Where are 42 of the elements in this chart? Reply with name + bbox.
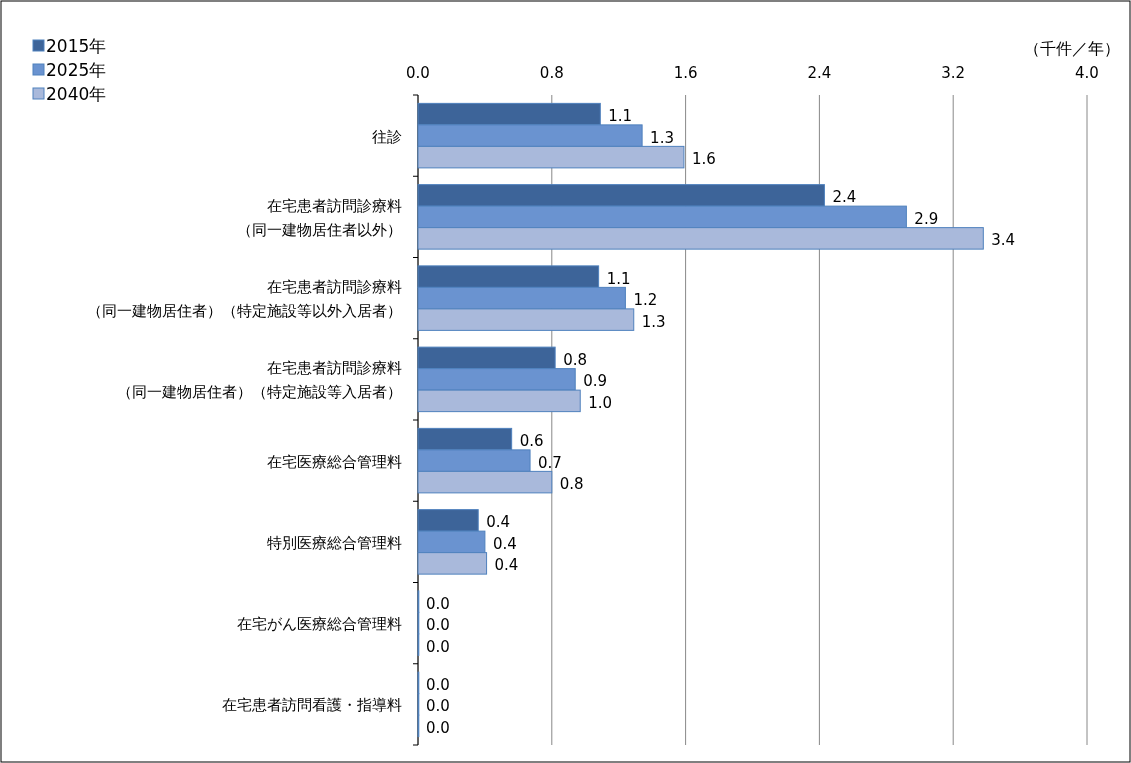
- legend-label: 2015年: [46, 36, 107, 56]
- x-tick-label: 0.0: [406, 64, 430, 82]
- y-tick-label: 在宅がん医療総合管理料: [237, 615, 402, 634]
- data-label: 0.0: [426, 616, 450, 635]
- y-tick-label: 在宅患者訪問診療料（同一建物居住者）（特定施設等入居者）: [117, 359, 402, 402]
- data-label: 1.6: [691, 150, 716, 169]
- data-label: 0.0: [426, 637, 450, 656]
- data-label: 0.0: [426, 594, 450, 613]
- data-label: 2.4: [832, 188, 857, 207]
- x-tick-label: 1.6: [673, 64, 698, 82]
- y-tick-label: 在宅医療総合管理料: [267, 452, 402, 471]
- data-label: 0.0: [426, 697, 450, 716]
- data-label: 0.6: [519, 432, 544, 451]
- data-label: 2.9: [914, 209, 939, 228]
- data-label: 0.8: [559, 475, 584, 494]
- y-tick-label: 在宅患者訪問看護・指導料: [222, 696, 402, 715]
- data-label: 1.0: [588, 393, 613, 412]
- data-label: 0.4: [494, 556, 519, 575]
- x-tick-label: 0.8: [539, 64, 564, 82]
- y-tick-label: 在宅患者訪問診療料（同一建物居住者）（特定施設等以外入居者）: [87, 278, 402, 321]
- data-label: 1.1: [608, 107, 633, 126]
- y-tick-label: 往診: [372, 127, 402, 146]
- legend-label: 2040年: [46, 84, 107, 104]
- data-label: 0.4: [492, 534, 517, 553]
- data-label: 0.0: [426, 718, 450, 737]
- data-label: 1.3: [641, 312, 666, 331]
- y-tick-label: 特別医療総合管理料: [267, 533, 402, 552]
- data-label: 0.4: [486, 513, 511, 532]
- data-label: 0.9: [583, 372, 608, 391]
- text: （千件／年）: [1024, 39, 1120, 58]
- data-label: 1.1: [606, 269, 631, 288]
- data-label: 1.3: [650, 128, 674, 147]
- data-label: 0.7: [538, 453, 562, 472]
- y-tick-label: 在宅患者訪問診療料（同一建物居住者以外）: [237, 196, 402, 239]
- data-label: 3.4: [991, 231, 1016, 250]
- x-tick-label: 4.0: [1075, 64, 1099, 82]
- legend-label: 2025年: [46, 60, 107, 80]
- x-tick-label: 2.4: [807, 64, 832, 82]
- x-tick-label: 3.2: [941, 64, 966, 82]
- data-label: 1.2: [633, 291, 658, 310]
- data-label: 0.0: [426, 675, 450, 694]
- data-label: 0.8: [563, 350, 587, 369]
